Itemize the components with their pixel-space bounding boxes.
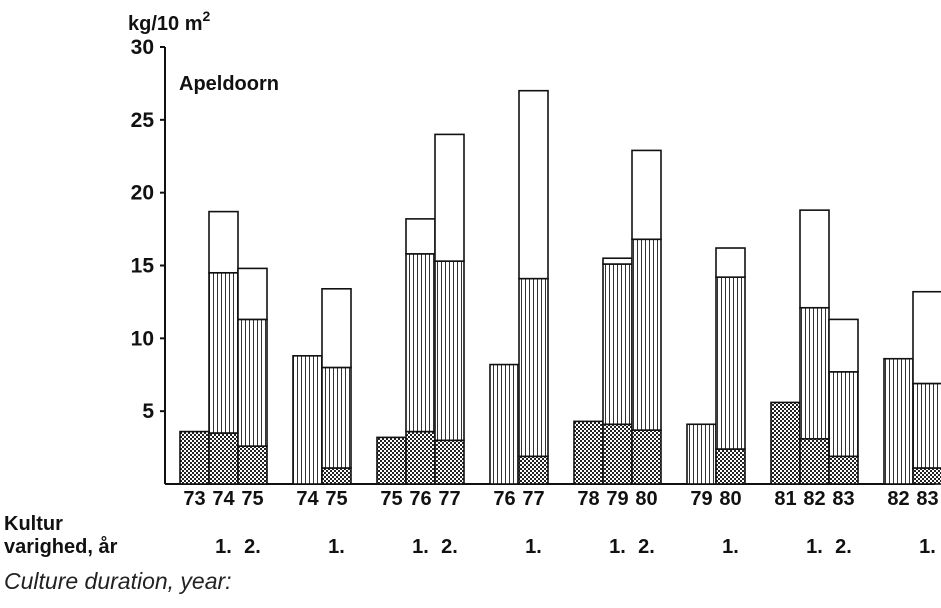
x-tick-label: 82 xyxy=(803,488,825,510)
bar-segment-crosshatch xyxy=(770,401,801,485)
bar-segment-vertical xyxy=(883,357,914,485)
x-tick-label: 80 xyxy=(635,488,657,510)
bar-segment-crosshatch xyxy=(518,455,549,485)
bar-segment-open xyxy=(828,318,859,373)
bar-segment-open xyxy=(799,209,830,309)
x-tick-label: 81 xyxy=(774,488,796,510)
bar-segment-open xyxy=(208,210,239,274)
bar-segment-vertical xyxy=(686,423,717,485)
bar-segment-crosshatch xyxy=(208,432,239,485)
chart-title: Apeldoorn xyxy=(179,73,279,95)
x-tick-label: 74 xyxy=(296,488,319,510)
row-label-varighed: varighed, år xyxy=(4,535,118,558)
bar-segment-crosshatch xyxy=(434,439,465,485)
bar-segment-crosshatch xyxy=(631,429,662,485)
x-tick-label: 77 xyxy=(522,488,544,510)
x-tick-label: 76 xyxy=(409,488,431,510)
x-tick-label: 83 xyxy=(832,488,854,510)
duration-label: 1. xyxy=(806,536,823,558)
duration-label: 1. xyxy=(215,536,232,558)
bar-segment-open xyxy=(434,133,465,262)
y-tick-label: 25 xyxy=(131,109,155,132)
bar-segment-crosshatch xyxy=(376,436,407,485)
bar-segment-vertical xyxy=(715,276,746,450)
bar-segment-open xyxy=(321,288,352,369)
bar-segment-open xyxy=(912,290,941,385)
x-tick-labels: 73 74 75 74 75 75 76 77 76 77 78 79 80 79 80 81 82 83 82 83 xyxy=(183,488,938,510)
row-label-kultur: Kultur xyxy=(4,513,63,535)
bar-segment-open xyxy=(405,218,436,255)
x-tick-label: 74 xyxy=(212,488,235,510)
x-tick-label: 75 xyxy=(380,488,402,510)
bar-segment-vertical xyxy=(489,363,520,485)
bar-segment-vertical xyxy=(912,382,941,469)
bar-segment-vertical xyxy=(434,260,465,442)
bar-segment-crosshatch xyxy=(799,438,830,485)
caption: Culture duration, year: xyxy=(4,568,232,594)
x-tick-label: 82 xyxy=(887,488,909,510)
duration-label: 2. xyxy=(835,536,852,558)
x-tick-label: 83 xyxy=(916,488,938,510)
duration-label: 2. xyxy=(244,536,261,558)
bar-segment-crosshatch xyxy=(828,455,859,485)
x-tick-label: 76 xyxy=(493,488,515,510)
bar-segment-vertical xyxy=(602,263,633,426)
y-unit-superscript: 2 xyxy=(202,8,210,24)
x-tick-label: 75 xyxy=(241,488,263,510)
bar-segment-vertical xyxy=(208,271,239,434)
bar-segment-vertical xyxy=(799,306,830,440)
y-unit-base: kg/10 m xyxy=(128,13,202,35)
duration-label: 2. xyxy=(441,536,458,558)
bar-segment-vertical xyxy=(631,238,662,431)
duration-labels: 1. 2. 1. 1. 2. 1. 1. 2. 1. 1. 2. 1. xyxy=(215,536,936,558)
bar-segment-crosshatch xyxy=(405,430,436,485)
bar-segment-open xyxy=(602,257,633,265)
bar-segment-crosshatch xyxy=(573,420,604,485)
bar-segment-crosshatch xyxy=(237,445,268,485)
duration-label: 1. xyxy=(525,536,542,558)
duration-label: 1. xyxy=(609,536,626,558)
y-tick-label: 30 xyxy=(131,36,154,59)
x-tick-label: 80 xyxy=(719,488,741,510)
y-unit-label: kg/10 m2 xyxy=(128,8,210,35)
duration-label: 2. xyxy=(638,536,655,558)
bar-segment-open xyxy=(518,89,549,280)
bar-segment-open xyxy=(237,267,268,321)
x-tick-label: 79 xyxy=(606,488,628,510)
duration-label: 1. xyxy=(328,536,345,558)
y-tick-label: 5 xyxy=(142,400,154,423)
y-ticks: 5 10 15 20 25 30 xyxy=(131,36,165,423)
bars xyxy=(179,89,941,485)
bar-segment-vertical xyxy=(237,318,268,447)
duration-label: 1. xyxy=(919,536,936,558)
bar-segment-crosshatch xyxy=(321,467,352,485)
y-tick-label: 15 xyxy=(131,255,155,278)
bar-segment-crosshatch xyxy=(715,448,746,485)
y-tick-label: 20 xyxy=(131,182,154,205)
bar-segment-vertical xyxy=(292,355,323,485)
duration-label: 1. xyxy=(412,536,429,558)
x-tick-label: 79 xyxy=(690,488,712,510)
x-tick-label: 78 xyxy=(577,488,599,510)
bar-segment-vertical xyxy=(828,371,859,458)
bar-segment-vertical xyxy=(321,366,352,469)
x-tick-label: 75 xyxy=(325,488,347,510)
bar-segment-crosshatch xyxy=(912,467,941,485)
bar-segment-vertical xyxy=(518,277,549,458)
bar-segment-crosshatch xyxy=(602,423,633,485)
bar-segment-open xyxy=(715,247,746,278)
bar-segment-crosshatch xyxy=(179,430,210,485)
x-tick-label: 77 xyxy=(438,488,460,510)
y-tick-label: 10 xyxy=(131,327,154,350)
duration-label: 1. xyxy=(722,536,739,558)
bar-segment-open xyxy=(631,149,662,241)
bar-segment-vertical xyxy=(405,253,436,433)
x-tick-label: 73 xyxy=(183,488,205,510)
